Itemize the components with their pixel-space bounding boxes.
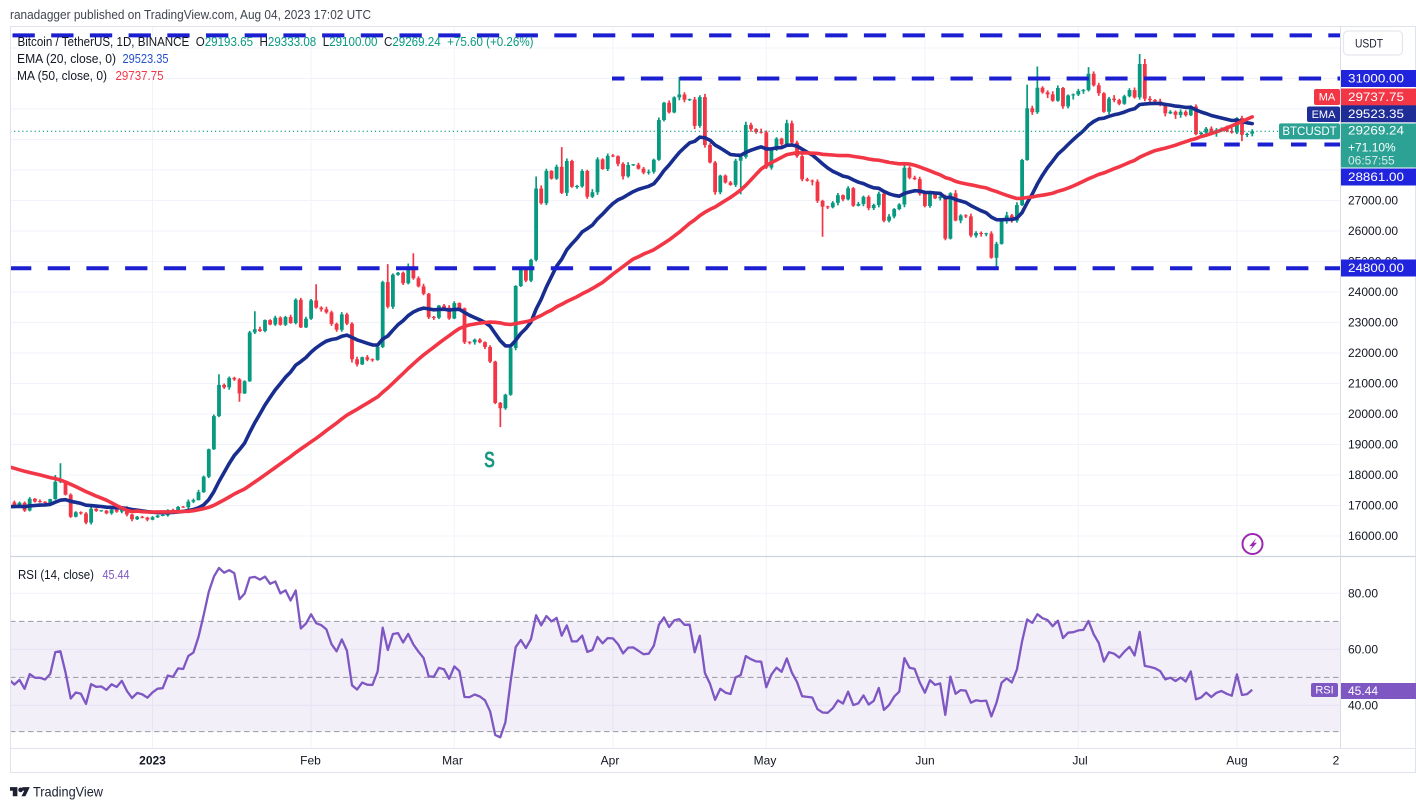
svg-text:MA (50, close, 0): MA (50, close, 0) (17, 68, 107, 83)
svg-text:29523.35: 29523.35 (123, 51, 169, 66)
svg-text:27000.00: 27000.00 (1348, 194, 1398, 208)
svg-text:16000.00: 16000.00 (1348, 529, 1398, 543)
svg-text:21000.00: 21000.00 (1348, 377, 1398, 391)
svg-text:26000.00: 26000.00 (1348, 224, 1398, 238)
svg-text:24000.00: 24000.00 (1348, 285, 1398, 299)
svg-text:2: 2 (1333, 754, 1340, 768)
svg-text:28861.00: 28861.00 (1348, 170, 1404, 184)
svg-text:Mar: Mar (442, 754, 463, 768)
svg-text:60.00: 60.00 (1348, 642, 1378, 656)
svg-text:Jul: Jul (1072, 754, 1087, 768)
svg-text:RSI (14, close): RSI (14, close) (18, 567, 94, 582)
svg-text:29523.35: 29523.35 (1348, 107, 1404, 121)
svg-text:May: May (754, 754, 777, 768)
svg-text:ranadagger published on Tradin: ranadagger published on TradingView.com,… (10, 7, 371, 22)
svg-text:29737.75: 29737.75 (1348, 90, 1404, 104)
svg-text:22000.00: 22000.00 (1348, 346, 1398, 360)
svg-text:EMA (20, close, 0): EMA (20, close, 0) (17, 51, 116, 66)
svg-text:USDT: USDT (1355, 37, 1384, 51)
svg-text:31000.00: 31000.00 (1348, 72, 1404, 86)
svg-text:Apr: Apr (601, 754, 620, 768)
svg-text:2023: 2023 (139, 754, 166, 768)
svg-text:RSI: RSI (1315, 685, 1333, 697)
svg-text:29269.24: 29269.24 (1348, 124, 1404, 138)
svg-text:TradingView: TradingView (33, 784, 104, 800)
svg-text:17000.00: 17000.00 (1348, 499, 1398, 513)
svg-text:+71.10%: +71.10% (1348, 141, 1396, 155)
svg-text:20000.00: 20000.00 (1348, 407, 1398, 421)
svg-text:29737.75: 29737.75 (116, 68, 164, 83)
svg-text:Bitcoin / TetherUS, 1D, BINANC: Bitcoin / TetherUS, 1D, BINANCE O29193.6… (18, 34, 534, 49)
svg-text:45.44: 45.44 (1348, 684, 1378, 698)
svg-text:24800.00: 24800.00 (1348, 261, 1404, 275)
svg-text:18000.00: 18000.00 (1348, 468, 1398, 482)
svg-text:EMA: EMA (1312, 109, 1337, 121)
svg-text:45.44: 45.44 (103, 567, 130, 582)
svg-text:Aug: Aug (1226, 754, 1247, 768)
svg-text:Feb: Feb (300, 754, 321, 768)
svg-text:BTCUSDT: BTCUSDT (1282, 126, 1336, 138)
svg-text:19000.00: 19000.00 (1348, 438, 1398, 452)
svg-text:40.00: 40.00 (1348, 698, 1378, 712)
svg-text:06:57:55: 06:57:55 (1348, 154, 1395, 168)
svg-text:Jun: Jun (915, 754, 934, 768)
svg-text:80.00: 80.00 (1348, 586, 1378, 600)
svg-text:23000.00: 23000.00 (1348, 316, 1398, 330)
svg-text:MA: MA (1319, 92, 1336, 104)
svg-text:S: S (484, 447, 495, 473)
